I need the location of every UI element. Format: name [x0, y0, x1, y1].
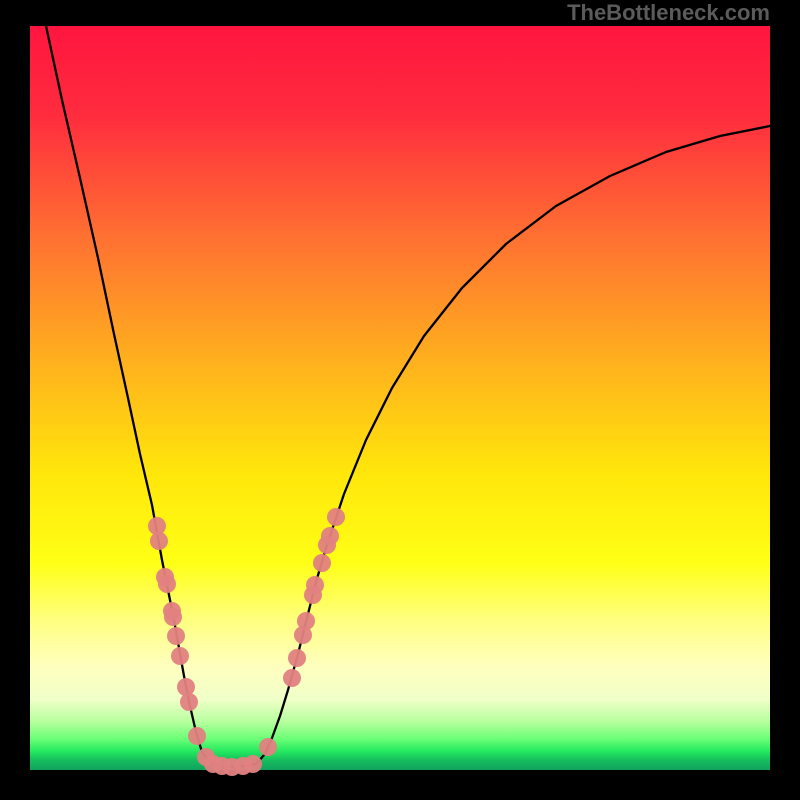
watermark-text: TheBottleneck.com — [567, 0, 770, 26]
plot-area — [30, 26, 770, 770]
